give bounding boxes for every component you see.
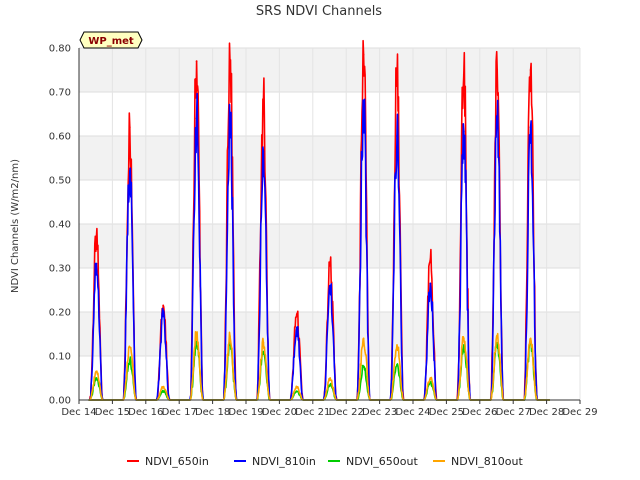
y-tick-label: 0.10	[49, 352, 71, 363]
peak-point	[162, 315, 165, 318]
peak-point	[362, 110, 365, 113]
peak-point	[362, 337, 365, 340]
legend-item-ndvi_650out: NDVI_650out	[328, 455, 418, 468]
peak-point	[195, 117, 198, 120]
peak-point	[329, 284, 332, 287]
legend-item-ndvi_650in: NDVI_650in	[127, 455, 209, 468]
x-tick-label: Dec 27	[496, 407, 531, 418]
peak-point	[162, 385, 165, 388]
peak-point	[396, 77, 398, 80]
peak-point	[295, 326, 298, 329]
peak-point	[396, 135, 398, 137]
station-badge: WP_met	[79, 31, 143, 49]
peak-point	[95, 262, 98, 265]
y-tick-label: 0.50	[49, 176, 71, 187]
y-tick-label: 0.20	[49, 308, 71, 319]
peak-point	[429, 258, 432, 261]
peak-point	[229, 60, 231, 63]
x-tick-label: Dec 26	[462, 407, 497, 418]
peak-point	[529, 126, 532, 129]
background-band	[79, 48, 580, 92]
peak-point	[95, 377, 98, 379]
y-axis-label: NDVI Channels (W/m2/nm)	[10, 159, 21, 293]
peak-point	[295, 390, 298, 393]
x-tick-label: Dec 18	[195, 407, 230, 418]
legend-item-ndvi_810in: NDVI_810in	[234, 455, 316, 468]
legend: NDVI_650in NDVI_810in NDVI_650out NDVI_810o…	[127, 455, 523, 468]
peak-point	[496, 69, 499, 71]
peak-point	[128, 359, 131, 362]
peak-point	[529, 69, 532, 71]
peak-point	[496, 335, 499, 338]
peak-point	[95, 370, 98, 373]
background-band	[79, 136, 580, 180]
legend-label: NDVI_650in	[145, 455, 209, 468]
y-tick-label: 0.40	[49, 220, 71, 231]
x-tick-label: Dec 14	[61, 407, 96, 418]
x-tick-label: Dec 24	[395, 407, 430, 418]
chart-title: SRS NDVI Channels	[256, 4, 382, 19]
peak-point	[295, 385, 298, 388]
peak-point	[329, 377, 332, 379]
x-tick-label: Dec 22	[329, 407, 364, 418]
peak-point	[529, 337, 532, 340]
peak-point	[429, 377, 432, 379]
peak-point	[396, 363, 398, 366]
peak-point	[462, 337, 465, 340]
peak-point	[128, 346, 131, 349]
x-tick-label: Dec 25	[429, 407, 464, 418]
background-bands	[79, 48, 580, 356]
peak-point	[262, 99, 265, 102]
peak-point	[329, 383, 332, 386]
x-tick-label: Dec 16	[128, 407, 163, 418]
peak-point	[462, 73, 465, 76]
station-label: WP_met	[88, 36, 134, 47]
x-tick-label: Dec 29	[562, 407, 597, 418]
axes	[78, 48, 581, 404]
peak-point	[128, 126, 131, 129]
peak-point	[262, 341, 265, 344]
x-tick-label: Dec 19	[228, 407, 263, 418]
peak-point	[262, 350, 265, 353]
peak-point	[195, 333, 198, 335]
peak-point	[162, 304, 165, 307]
x-tick-label: Dec 15	[95, 407, 130, 418]
peak-point	[229, 121, 231, 124]
legend-label: NDVI_810in	[252, 455, 316, 468]
y-tick-labels: 0.00 0.10 0.20 0.30 0.40 0.50 0.60 0.70 0.80	[49, 44, 71, 407]
legend-label: NDVI_810out	[451, 455, 523, 468]
y-tick-label: 0.00	[49, 396, 71, 407]
x-tick-label: Dec 23	[362, 407, 397, 418]
peak-point	[462, 130, 465, 133]
peak-point	[162, 390, 165, 393]
legend-item-ndvi_810out: NDVI_810out	[433, 455, 523, 468]
peak-point	[362, 53, 365, 56]
grid-lines	[78, 47, 581, 401]
background-band	[79, 312, 580, 356]
peak-point	[262, 150, 265, 153]
y-tick-label: 0.80	[49, 44, 71, 55]
peak-point	[95, 236, 98, 239]
y-tick-label: 0.30	[49, 264, 71, 275]
y-tick-label: 0.60	[49, 132, 71, 143]
peak-point	[229, 335, 231, 338]
x-tick-label: Dec 17	[162, 407, 197, 418]
peak-point	[396, 344, 398, 346]
peak-point	[128, 170, 131, 173]
peak-point	[195, 60, 198, 63]
peak-point	[295, 313, 298, 316]
x-tick-label: Dec 28	[529, 407, 564, 418]
x-tick-label: Dec 21	[295, 407, 330, 418]
x-tick-label: Dec 20	[262, 407, 297, 418]
y-tick-label: 0.70	[49, 88, 71, 99]
peak-point	[329, 262, 332, 265]
legend-label: NDVI_650out	[346, 455, 418, 468]
peak-point	[429, 282, 432, 285]
peak-point	[496, 124, 499, 126]
peak-point	[362, 366, 365, 368]
background-band	[79, 224, 580, 268]
